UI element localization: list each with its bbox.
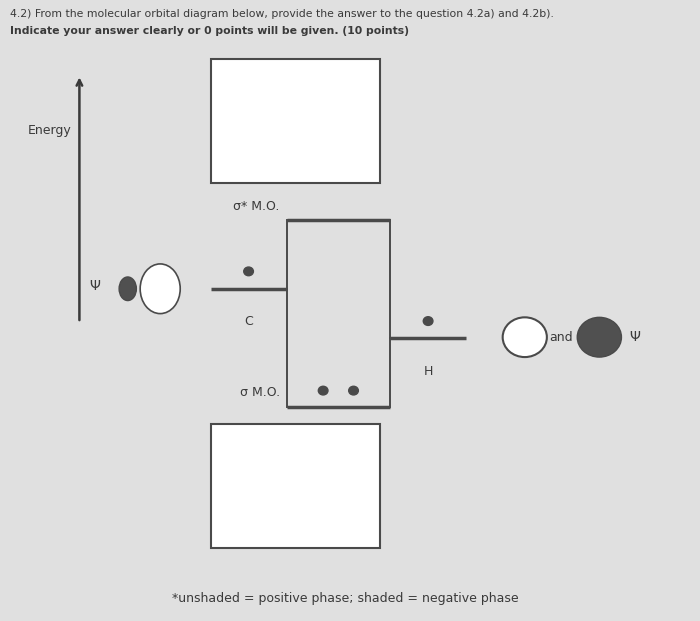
Text: σ* M.O.: σ* M.O. xyxy=(233,200,279,213)
Circle shape xyxy=(318,386,328,395)
Text: and: and xyxy=(549,331,573,343)
Text: Ψ: Ψ xyxy=(630,330,640,344)
Circle shape xyxy=(424,317,433,325)
Text: σ M.O.: σ M.O. xyxy=(239,386,279,399)
Circle shape xyxy=(503,317,547,357)
Circle shape xyxy=(578,317,622,357)
Ellipse shape xyxy=(140,264,180,314)
Ellipse shape xyxy=(119,277,136,301)
Text: *unshaded = positive phase; shaded = negative phase: *unshaded = positive phase; shaded = neg… xyxy=(172,592,519,605)
Text: Ψ: Ψ xyxy=(89,279,100,293)
Text: 4.2) From the molecular orbital diagram below, provide the answer to the questio: 4.2) From the molecular orbital diagram … xyxy=(10,9,554,19)
Text: Indicate your answer clearly or 0 points will be given. (10 points): Indicate your answer clearly or 0 points… xyxy=(10,26,409,36)
Text: C: C xyxy=(244,315,253,328)
Bar xyxy=(211,59,380,183)
Text: H: H xyxy=(424,365,433,378)
Circle shape xyxy=(244,267,253,276)
Bar xyxy=(211,424,380,548)
Text: Energy: Energy xyxy=(28,124,71,137)
Circle shape xyxy=(349,386,358,395)
